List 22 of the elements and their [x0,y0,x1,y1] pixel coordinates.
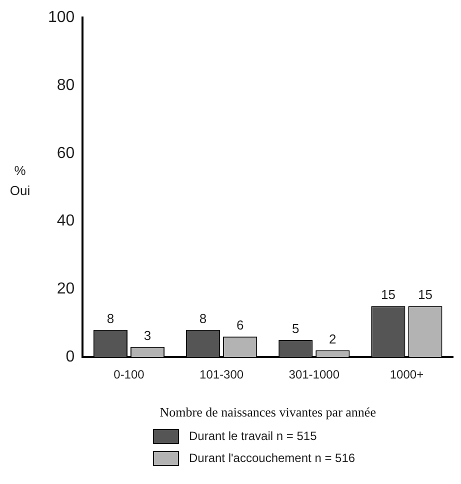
x-axis-title: Nombre de naissances vivantes par année [160,404,376,420]
data-label: 5 [292,321,300,336]
x-tick-label: 0-100 [114,368,145,382]
data-label: 3 [144,328,152,343]
y-tick-label: 100 [48,9,75,26]
data-label: 15 [380,287,396,302]
data-label: 15 [418,287,432,302]
x-tick-label: 1000+ [390,368,424,382]
y-tick-label: 60 [56,144,75,162]
data-label: 8 [199,310,207,326]
x-tick-label: 301-1000 [288,368,340,382]
y-axis-title: % Oui [10,162,30,198]
data-label: 8 [106,310,114,326]
data-label: 6 [236,318,244,333]
y-tick-label: 40 [56,212,75,230]
y-tick-label: 20 [56,280,75,298]
x-tick-label: 101-300 [200,368,244,382]
y-tick-label: 80 [56,76,75,94]
legend-label: Durant le travail n = 515 [189,429,317,443]
legend-label: Durant l'accouchement n = 516 [189,451,356,465]
data-label: 2 [329,331,336,346]
y-tick-label: 0 [66,348,75,366]
